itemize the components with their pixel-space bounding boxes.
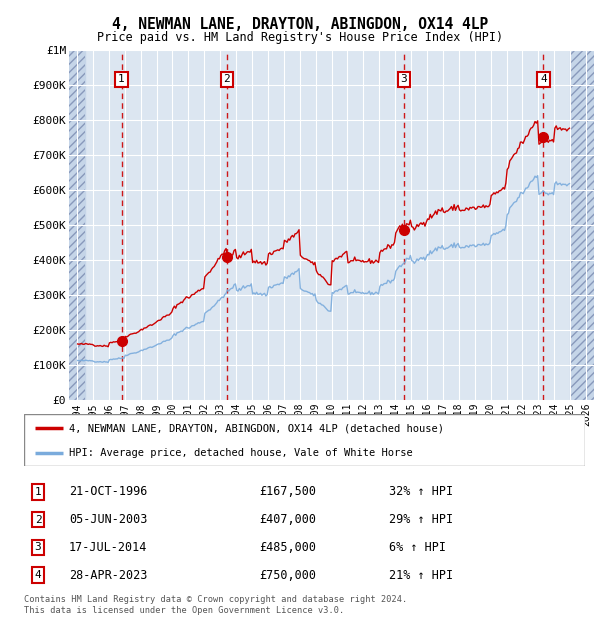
Bar [69,50,85,400]
Text: £167,500: £167,500 [260,485,317,498]
Text: 2: 2 [35,515,41,525]
Text: 4: 4 [540,74,547,84]
Text: HPI: Average price, detached house, Vale of White Horse: HPI: Average price, detached house, Vale… [69,448,413,458]
Text: £485,000: £485,000 [260,541,317,554]
Text: 28-APR-2023: 28-APR-2023 [69,569,147,582]
Bar [570,50,594,400]
Text: Price paid vs. HM Land Registry's House Price Index (HPI): Price paid vs. HM Land Registry's House … [97,31,503,44]
Text: This data is licensed under the Open Government Licence v3.0.: This data is licensed under the Open Gov… [24,606,344,616]
Text: 21-OCT-1996: 21-OCT-1996 [69,485,147,498]
Text: 2: 2 [224,74,230,84]
FancyBboxPatch shape [24,414,585,466]
Text: 1: 1 [35,487,41,497]
Text: £750,000: £750,000 [260,569,317,582]
Text: Contains HM Land Registry data © Crown copyright and database right 2024.: Contains HM Land Registry data © Crown c… [24,595,407,604]
Bar [69,50,85,400]
Text: 4: 4 [35,570,41,580]
Text: 29% ↑ HPI: 29% ↑ HPI [389,513,453,526]
Text: 21% ↑ HPI: 21% ↑ HPI [389,569,453,582]
Text: 1: 1 [118,74,125,84]
Text: 17-JUL-2014: 17-JUL-2014 [69,541,147,554]
Text: 05-JUN-2003: 05-JUN-2003 [69,513,147,526]
Text: 4, NEWMAN LANE, DRAYTON, ABINGDON, OX14 4LP: 4, NEWMAN LANE, DRAYTON, ABINGDON, OX14 … [112,17,488,32]
Text: 4, NEWMAN LANE, DRAYTON, ABINGDON, OX14 4LP (detached house): 4, NEWMAN LANE, DRAYTON, ABINGDON, OX14 … [69,423,444,433]
Text: 6% ↑ HPI: 6% ↑ HPI [389,541,446,554]
Text: 3: 3 [35,542,41,552]
Text: 32% ↑ HPI: 32% ↑ HPI [389,485,453,498]
Text: 3: 3 [400,74,407,84]
Text: £407,000: £407,000 [260,513,317,526]
Bar [570,50,594,400]
